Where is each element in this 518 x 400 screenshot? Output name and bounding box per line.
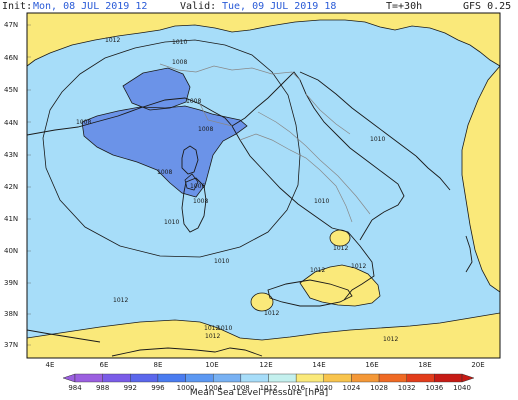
lat-label: 42N	[4, 183, 18, 191]
isobar-label: 1012	[310, 267, 325, 274]
isobar-label: 1010	[172, 39, 187, 46]
isobar-label: 1012	[264, 310, 279, 317]
colorbar-swatch	[157, 373, 186, 383]
lon-label: 6E	[100, 361, 109, 369]
isobar-label: 1010	[214, 258, 229, 265]
colorbar-tick-label: 988	[96, 384, 109, 392]
colorbar-swatch	[213, 373, 242, 383]
init-time: Mon, 08 JUL 2019 12	[33, 1, 148, 12]
isobar-label: 1008	[76, 119, 91, 126]
coastlines	[27, 71, 473, 357]
isobar-label: 1012	[333, 245, 348, 252]
colorbar-tick-label: 1020	[315, 384, 333, 392]
isobar-label: 1010	[164, 219, 179, 226]
colorbar-swatch	[240, 373, 269, 383]
isobar-label: 1012	[383, 336, 398, 343]
map-gridlines	[27, 24, 31, 346]
map-plot-area	[27, 13, 500, 358]
colorbar-swatch	[130, 373, 159, 383]
lat-label: 41N	[4, 215, 18, 223]
isobar-label: 1008	[172, 59, 187, 66]
lat-label: 45N	[4, 86, 18, 94]
colorbar-tick-label: 1016	[287, 384, 305, 392]
colorbar-swatch	[378, 373, 407, 383]
isobar-label: 1010	[314, 198, 329, 205]
lat-label: 44N	[4, 119, 18, 127]
colorbar-tick-label: 1024	[343, 384, 361, 392]
high-pressure-east	[462, 66, 500, 292]
isobar-label: 1010	[217, 325, 232, 332]
high-pressure-north	[27, 13, 500, 66]
isobar-label: 1008	[186, 98, 201, 105]
isobar-lines	[27, 19, 500, 341]
colorbar-swatch	[74, 373, 103, 383]
high-pressure-sicily	[300, 265, 380, 306]
colorbar-tick-label: 1036	[425, 384, 443, 392]
lon-label: 12E	[259, 361, 272, 369]
colorbar-tick-label: 992	[124, 384, 137, 392]
isobar-label: 1012	[204, 325, 219, 332]
colorbar-tick-label: 1008	[232, 384, 250, 392]
lat-label: 46N	[4, 54, 18, 62]
high-pressure-south	[27, 313, 500, 358]
very-low-pressure-area	[82, 106, 247, 197]
colorbar-tick-label: 1004	[204, 384, 222, 392]
lon-label: 20E	[471, 361, 484, 369]
lon-label: 8E	[154, 361, 163, 369]
lon-label: 18E	[418, 361, 431, 369]
lon-label: 10E	[205, 361, 218, 369]
colorbar-swatch	[406, 373, 435, 383]
colorbar-tick-label: 1032	[398, 384, 416, 392]
colorbar-swatch	[295, 373, 324, 383]
high-pressure-cell	[330, 230, 350, 246]
isobar-label: 1012	[205, 333, 220, 340]
model-name: GFS 0.25	[463, 1, 512, 12]
admin-borders	[159, 63, 371, 223]
colorbar-title: Mean Sea Level Pressure [hPa]	[189, 388, 329, 398]
lat-label: 37N	[4, 341, 18, 349]
colorbar-tick-label: 1040	[453, 384, 471, 392]
colorbar-swatch	[434, 373, 463, 383]
pressure-colorbar: 984 988 992 996 1000 1004 1008 1012 1016 1020 1024…	[62, 373, 475, 392]
colorbar-arrow-left	[62, 373, 76, 383]
isobar-label: 1010	[370, 136, 385, 143]
isobar-label: 1012	[113, 297, 128, 304]
lon-label: 14E	[312, 361, 325, 369]
colorbar-swatch	[102, 373, 131, 383]
lat-label: 39N	[4, 279, 18, 287]
isobar-value-labels: 1012 1010 1008 1008 1008 1008 1008 1006 …	[76, 37, 398, 343]
colorbar-swatch	[323, 373, 352, 383]
isobar-label: 1012	[105, 37, 120, 44]
colorbar-tick-label: 984	[68, 384, 82, 392]
longitude-labels: 4E 6E 8E 10E 12E 14E 16E 18E 20E	[46, 361, 485, 369]
latitude-labels: 47N 46N 45N 44N 43N 42N 41N 40N 39N 38N …	[4, 21, 18, 349]
lon-label: 4E	[46, 361, 55, 369]
lon-label: 16E	[365, 361, 378, 369]
colorbar-swatch	[185, 373, 214, 383]
colorbar-arrow-right	[461, 373, 475, 383]
colorbar-swatch	[268, 373, 297, 383]
colorbar-tick-label: 1012	[260, 384, 278, 392]
high-pressure-cell	[251, 293, 273, 311]
colorbar-tick-label: 1000	[177, 384, 195, 392]
forecast-step: T=+30h	[386, 1, 423, 12]
init-label: Init:	[2, 1, 33, 12]
colorbar-tick-label: 1028	[370, 384, 388, 392]
isobar-label: 1008	[157, 169, 172, 176]
isobar-label: 1012	[351, 263, 366, 270]
isobar-label: 1008	[198, 126, 213, 133]
lat-label: 38N	[4, 310, 18, 318]
colorbar-swatch	[351, 373, 380, 383]
valid-time: Tue, 09 JUL 2019 18	[222, 1, 337, 12]
lat-label: 43N	[4, 151, 18, 159]
header-bar: Init: Mon, 08 JUL 2019 12 Valid: Tue, 09…	[0, 0, 518, 13]
colorbar-tick-label: 996	[151, 384, 165, 392]
valid-label: Valid:	[180, 1, 217, 12]
isobar-label: 1008	[193, 198, 208, 205]
lat-label: 47N	[4, 21, 18, 29]
map-border	[26, 12, 501, 359]
lat-label: 40N	[4, 247, 18, 255]
isobar-label: 1006	[190, 183, 205, 190]
